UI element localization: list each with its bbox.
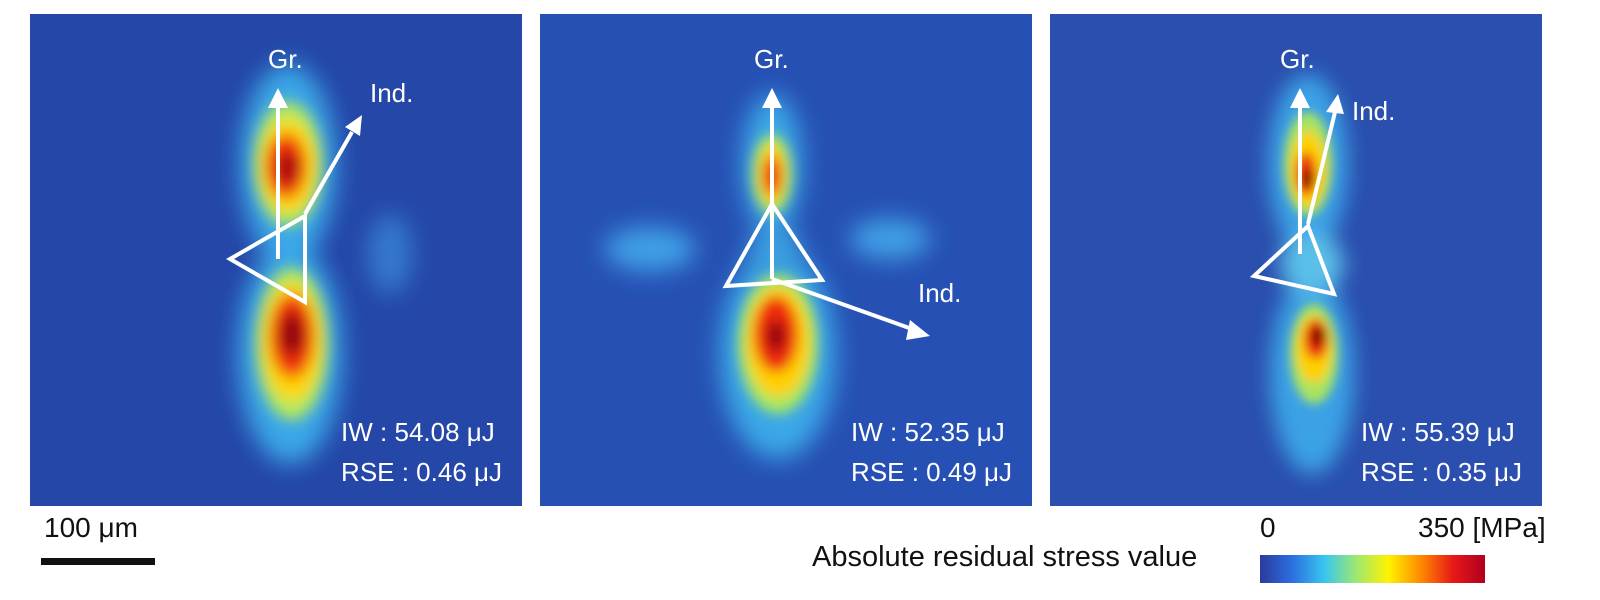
gr-arrowhead-2 <box>762 88 782 108</box>
indent-triangle-1 <box>225 212 307 306</box>
scalebar-label: 100 μm <box>44 512 138 543</box>
ind-arrowhead-2 <box>906 320 930 340</box>
stats-block-1: IW : 54.08 μJ RSE : 0.46 μJ <box>341 412 502 492</box>
iw-value: IW : 55.39 μJ <box>1361 417 1515 447</box>
gr-label: Gr. <box>1280 44 1315 74</box>
stress-map-panel-3: Gr. Ind. IW : 55.39 μJ RSE : 0.35 μJ <box>1050 14 1542 506</box>
stress-map-panel-1: Gr. Ind. IW : 54.08 μJ RSE : 0.46 μJ <box>30 14 522 506</box>
rse-value: RSE : 0.49 μJ <box>851 457 1012 487</box>
scalebar-line <box>41 558 155 565</box>
colorbar-max-label: 350 [MPa] <box>1418 512 1546 543</box>
rse-value: RSE : 0.35 μJ <box>1361 457 1522 487</box>
direction-overlay-3 <box>1249 88 1344 297</box>
indent-triangle-3 <box>1249 222 1338 297</box>
ind-label: Ind. <box>370 78 414 108</box>
colorbar-gradient <box>1260 555 1485 583</box>
ind-arrowhead-1 <box>345 115 362 136</box>
colorbar-title: Absolute residual stress value <box>812 541 1198 573</box>
iw-value: IW : 54.08 μJ <box>341 417 495 447</box>
colorbar-min-label: 0 <box>1260 512 1276 543</box>
direction-overlay-2 <box>722 88 930 340</box>
indent-triangle-2 <box>722 200 826 289</box>
ind-label: Ind. <box>1352 96 1396 126</box>
gr-arrowhead-1 <box>268 88 288 108</box>
gr-arrowhead-3 <box>1290 88 1310 108</box>
iw-value: IW : 52.35 μJ <box>851 417 1005 447</box>
direction-overlay-1 <box>225 88 362 306</box>
stats-block-3: IW : 55.39 μJ RSE : 0.35 μJ <box>1361 412 1522 492</box>
gr-label: Gr. <box>268 44 303 74</box>
stats-block-2: IW : 52.35 μJ RSE : 0.49 μJ <box>851 412 1012 492</box>
ind-arrowhead-3 <box>1326 94 1344 114</box>
stress-heatmap-3 <box>1050 14 1542 506</box>
ind-label: Ind. <box>918 278 962 308</box>
gr-label: Gr. <box>754 44 789 74</box>
rse-value: RSE : 0.46 μJ <box>341 457 502 487</box>
stress-map-panel-2: Gr. Ind. IW : 52.35 μJ RSE : 0.49 μJ <box>540 14 1032 506</box>
